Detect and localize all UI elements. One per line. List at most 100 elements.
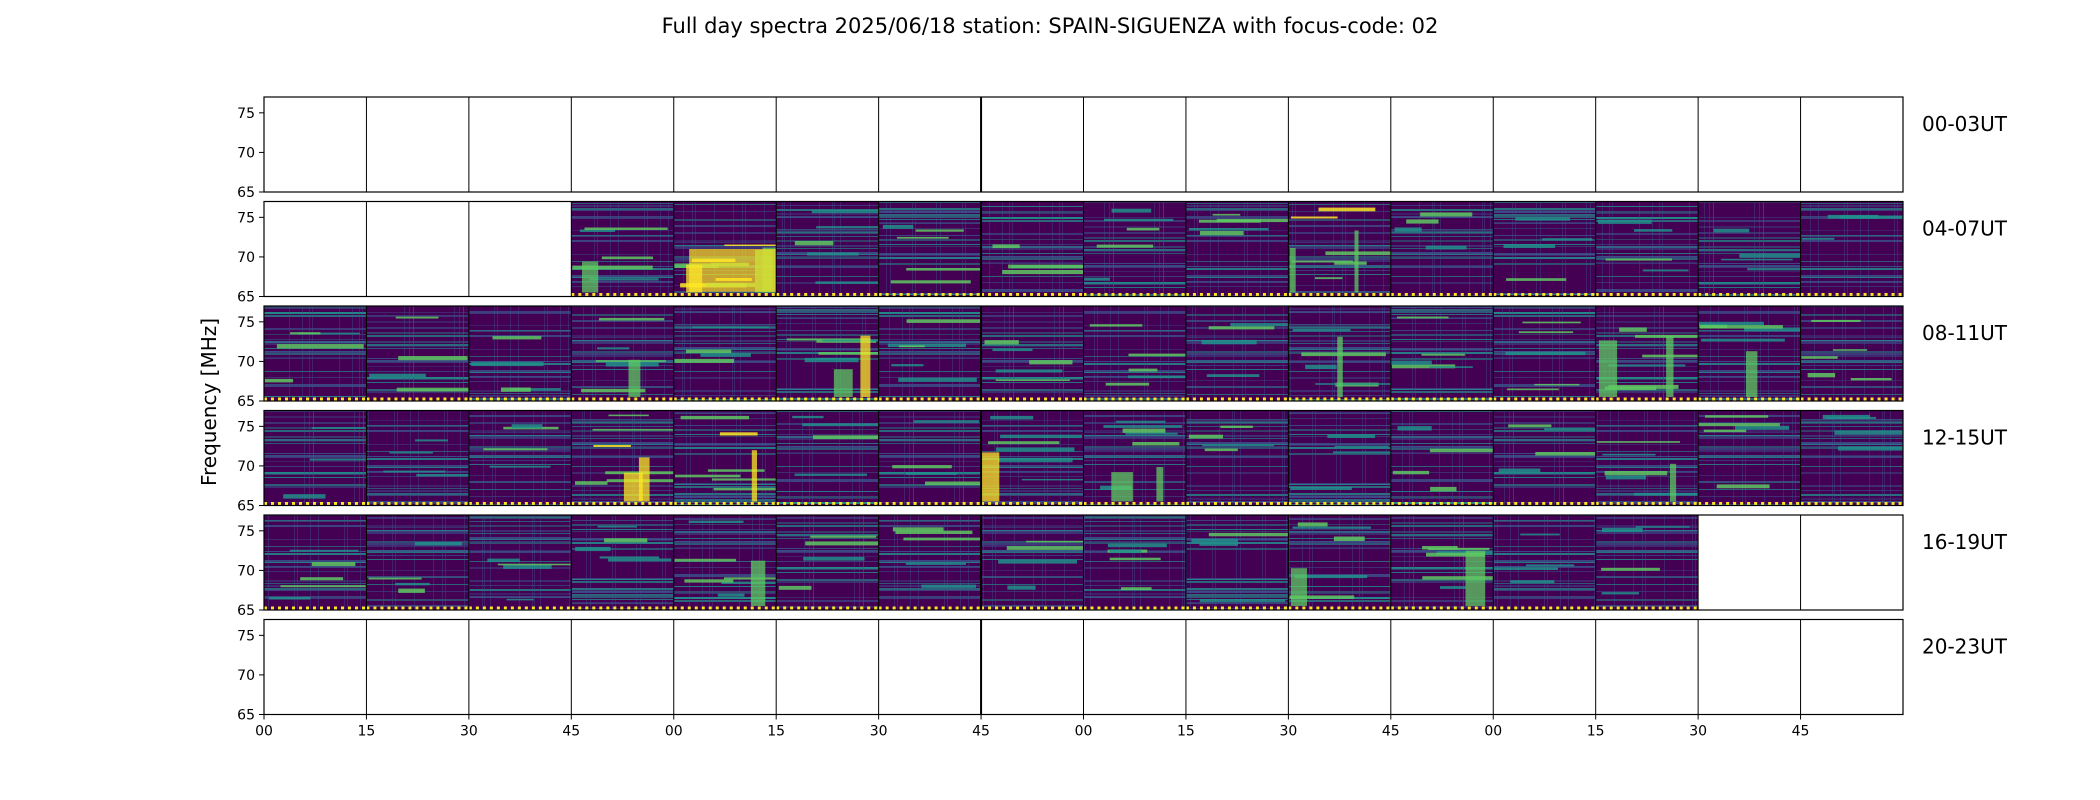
y-tick-label: 70 [237,250,255,266]
panel-row: 75 70 65 08-11UT [237,305,2008,410]
y-tick-label: 65 [237,394,255,410]
spectrum-segment [366,410,469,506]
x-tick-label: 45 [972,724,990,740]
x-axis: 00 15 30 45 00 15 30 45 00 15 30 45 00 15 30 45 [255,714,1810,740]
y-tick-label: 65 [237,708,255,724]
x-tick-label: 45 [1792,724,1810,740]
spectrum-segment [673,410,777,506]
y-tick-label: 75 [237,106,255,122]
spectrum-segment [878,515,982,610]
spectrum-segment [776,306,879,401]
spectrum-segment [981,201,1084,297]
x-tick-label: 30 [1689,724,1707,740]
spectrum-segment [468,515,572,610]
spectrum-segment [1185,515,1289,610]
spectrum-segment [1083,410,1186,506]
panel-row: 75 70 65 16-19UT [237,514,2008,619]
y-tick-label: 75 [237,315,255,331]
spectrum-segment [1083,515,1186,610]
x-tick-label: 30 [460,724,478,740]
spectrum-segment [1595,306,1699,401]
spectrum-segment [1390,201,1494,297]
spectrum-segment [981,410,1084,506]
row-label: 04-07UT [1922,217,2008,241]
row-label: 00-03UT [1922,112,2008,136]
panels-group: 75706500-03UT75706504-07UT75706508-11UT7… [237,96,2008,724]
spectrum-segment [366,306,469,401]
x-tick-label: 00 [255,724,273,740]
spectrum-segment [1493,201,1596,297]
spectrum-segment [1698,410,1801,506]
spectrum-segment [1493,410,1596,506]
spectrum-segment [571,201,674,297]
x-tick-label: 45 [562,724,580,740]
x-tick-label: 15 [1587,724,1605,740]
spectrum-segment [776,515,879,610]
y-tick-label: 75 [237,210,255,226]
spectrum-segment [1800,410,1903,506]
spectrum-segment [468,306,572,401]
spectrum-segment [1595,410,1699,506]
y-tick-label: 70 [237,145,255,161]
spectrum-segment [673,306,777,401]
spectrum-segment [776,201,879,297]
spectrum-segment [776,410,879,506]
spectrum-segment [1185,306,1289,401]
y-tick-label: 65 [237,603,255,619]
y-tick-label: 70 [237,563,255,579]
spectrum-segment [571,410,674,506]
spectrum-segment [264,410,367,506]
y-tick-label: 70 [237,459,255,475]
spectrum-segment [1595,515,1699,610]
spectrum-segment [1493,515,1596,610]
spectrum-segment [264,306,367,401]
spectrum-segment [468,410,572,506]
panel-row: 75 70 65 12-15UT [237,409,2008,515]
spectrum-segment [981,515,1084,610]
spectrum-segment [1288,306,1391,401]
spectrum-segment [571,306,674,401]
row-label: 12-15UT [1922,426,2008,450]
spectrum-segment [366,515,469,610]
x-tick-label: 15 [358,724,376,740]
row-label: 16-19UT [1922,530,2008,554]
x-tick-label: 15 [1177,724,1195,740]
panel-row: 75 70 65 20-23UT [237,618,2008,724]
spectrum-segment [1288,201,1391,297]
y-tick-label: 75 [237,524,255,540]
spectrum-segment [1800,201,1903,297]
x-tick-label: 30 [870,724,888,740]
x-tick-label: 00 [1484,724,1502,740]
y-tick-label: 65 [237,290,255,306]
spectrum-segment [1083,201,1186,297]
panel-row: 75 70 65 04-07UT [237,200,2008,306]
spectrum-segment [673,515,777,610]
spectrum-segment [1288,410,1391,506]
panel-row: 75 70 65 00-03UT [237,96,2008,201]
spectrum-segment [1185,201,1289,297]
spectrum-segment [878,410,982,506]
spectrum-segment [1493,306,1596,401]
spectrum-segment [1800,306,1903,401]
spectrum-segment [1390,515,1494,610]
x-tick-label: 00 [665,724,683,740]
y-tick-label: 65 [237,185,255,201]
y-tick-label: 75 [237,419,255,435]
spectrum-segment [673,201,778,297]
spectrum-segment [1698,306,1801,401]
y-axis-label: Frequency [MHz] [197,318,221,486]
spectrum-segment [1185,410,1289,506]
spectrum-segment [1390,410,1494,506]
y-tick-label: 65 [237,499,255,515]
y-tick-label: 70 [237,668,255,684]
spectrum-segment [878,201,982,297]
spectrum-segment [1698,201,1801,297]
x-tick-label: 45 [1382,724,1400,740]
x-tick-label: 30 [1279,724,1297,740]
spectrum-segment [571,515,674,610]
spectrum-segment [1288,515,1391,610]
spectrum-segment [1595,201,1699,297]
spectrum-segment [1083,306,1186,401]
row-label: 20-23UT [1922,635,2008,659]
